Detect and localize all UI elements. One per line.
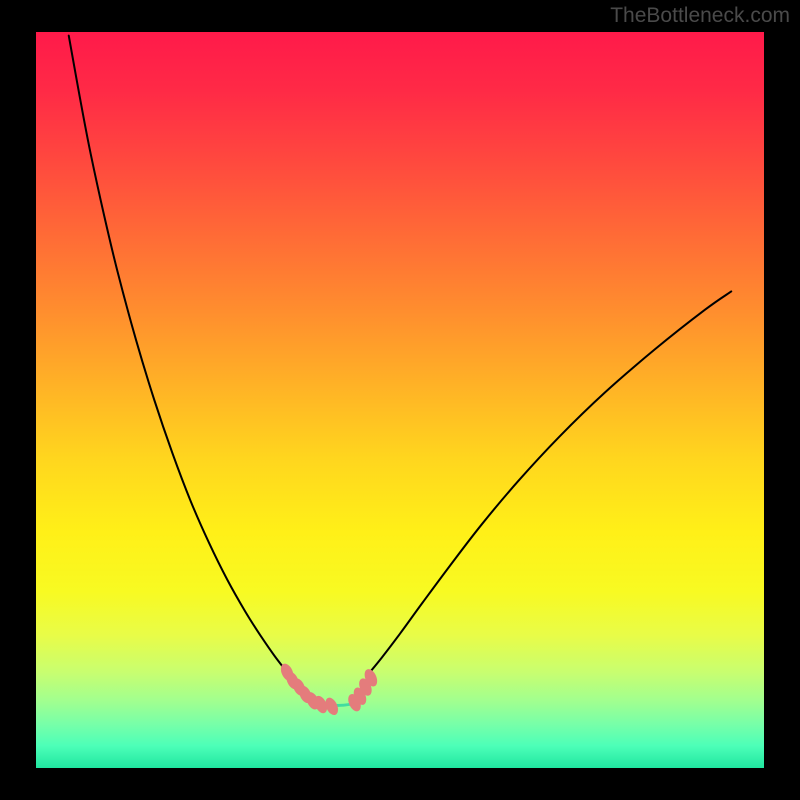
frame-left [0,0,36,800]
frame-right [764,0,800,800]
curve-overlay [36,32,764,768]
watermark-text: TheBottleneck.com [610,4,790,28]
plot-area [36,32,764,768]
frame-bottom [0,768,800,800]
